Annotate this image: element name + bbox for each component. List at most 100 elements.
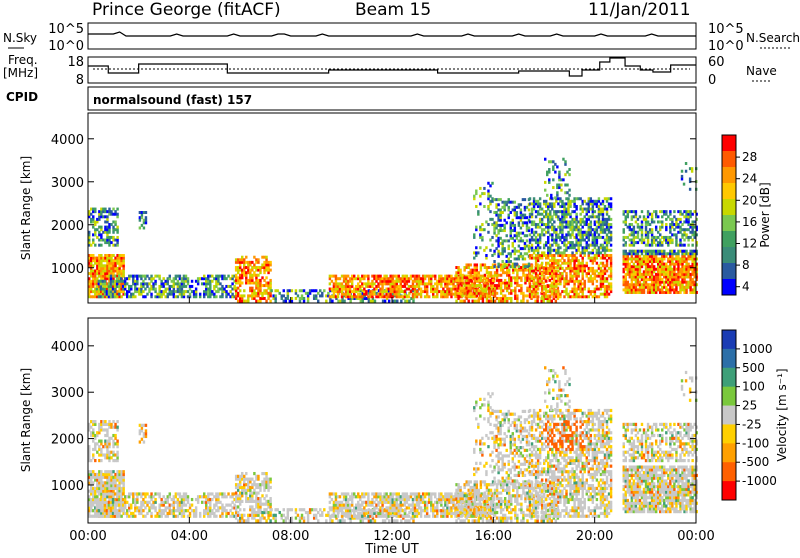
- power-cell: [243, 263, 245, 266]
- power-cell: [689, 286, 691, 289]
- power-cell: [531, 275, 533, 278]
- power-cell: [114, 223, 116, 226]
- power-cell: [627, 236, 629, 239]
- power-cell: [463, 284, 465, 287]
- power-cell: [600, 288, 602, 291]
- power-cell: [579, 205, 581, 208]
- power-cell: [142, 280, 144, 283]
- y-tick-label: 2000: [51, 219, 84, 234]
- power-cell: [635, 215, 637, 218]
- power-cell: [577, 246, 579, 249]
- y-tick-label: 3000: [51, 176, 84, 191]
- power-cell: [526, 239, 528, 242]
- power-cell: [553, 288, 555, 291]
- power-cell: [257, 258, 259, 261]
- velocity-cell: [110, 473, 112, 476]
- power-cell: [610, 288, 612, 291]
- velocity-cell: [167, 498, 169, 501]
- power-cell: [301, 294, 303, 297]
- power-cell: [604, 231, 606, 234]
- velocity-cell: [154, 498, 156, 501]
- power-cell: [548, 168, 550, 171]
- power-cell: [506, 300, 508, 303]
- power-cell: [482, 297, 484, 300]
- power-cell: [679, 226, 681, 229]
- power-cell: [329, 282, 331, 285]
- power-cell: [562, 158, 564, 161]
- power-cell: [112, 280, 114, 283]
- power-cell: [579, 244, 581, 247]
- power-cell: [508, 287, 510, 290]
- power-cell: [671, 241, 673, 244]
- power-cell: [541, 220, 543, 223]
- power-cell: [639, 255, 641, 258]
- power-cell: [434, 275, 436, 278]
- power-cell: [641, 231, 643, 234]
- power-cell: [493, 232, 495, 235]
- power-cell: [581, 210, 583, 213]
- power-cell: [505, 255, 507, 258]
- power-cell: [416, 290, 418, 293]
- power-cell: [104, 282, 106, 285]
- power-cell: [478, 300, 480, 303]
- velocity-cell: [100, 459, 102, 462]
- velocity-cell: [146, 504, 148, 507]
- power-cell: [573, 210, 575, 213]
- power-cell: [490, 274, 492, 277]
- power-cell: [420, 295, 422, 298]
- velocity-cell: [148, 501, 150, 504]
- power-cell: [165, 290, 167, 293]
- power-cell: [539, 197, 541, 200]
- power-cell: [100, 244, 102, 247]
- power-cell: [579, 223, 581, 226]
- power-cell: [575, 213, 577, 216]
- power-cell: [140, 288, 142, 291]
- power-cell: [541, 213, 543, 216]
- power-cell: [557, 266, 559, 269]
- power-cell: [522, 297, 524, 300]
- power-cell: [479, 233, 481, 236]
- power-cell: [598, 264, 600, 267]
- power-cell: [677, 255, 679, 258]
- power-cell: [239, 284, 241, 287]
- power-cell: [505, 234, 507, 237]
- power-cell: [503, 226, 505, 229]
- power-cell: [558, 186, 560, 189]
- power-cell: [450, 290, 452, 293]
- power-cell: [553, 254, 555, 257]
- power-cell: [100, 262, 102, 265]
- power-cell: [404, 293, 406, 296]
- power-cell: [675, 239, 677, 242]
- velocity-cell: [130, 504, 132, 507]
- velocity-cell: [141, 429, 143, 432]
- power-cell: [457, 266, 459, 269]
- power-cell: [594, 246, 596, 249]
- power-cell: [141, 216, 143, 219]
- power-cell: [550, 196, 552, 199]
- power-cell: [128, 290, 130, 293]
- power-cell: [581, 226, 583, 229]
- power-cell: [134, 285, 136, 288]
- power-cell: [553, 277, 555, 280]
- velocity-cell: [150, 492, 152, 495]
- power-cell: [494, 289, 496, 292]
- power-cell: [251, 279, 253, 282]
- power-cell: [158, 277, 160, 280]
- power-cell: [94, 275, 96, 278]
- power-cell: [493, 265, 495, 268]
- power-cell: [661, 226, 663, 229]
- power-cell: [598, 215, 600, 218]
- power-cell: [661, 260, 663, 263]
- power-cell: [531, 215, 533, 218]
- power-cell: [569, 272, 571, 275]
- power-cell: [265, 258, 267, 261]
- velocity-cell: [122, 487, 124, 490]
- power-cell: [187, 277, 189, 280]
- power-cell: [365, 293, 367, 296]
- power-cell: [412, 282, 414, 285]
- power-cell: [501, 252, 503, 255]
- power-cell: [183, 295, 185, 298]
- power-cell: [503, 229, 505, 232]
- power-cell: [494, 294, 496, 297]
- power-cell: [518, 245, 520, 248]
